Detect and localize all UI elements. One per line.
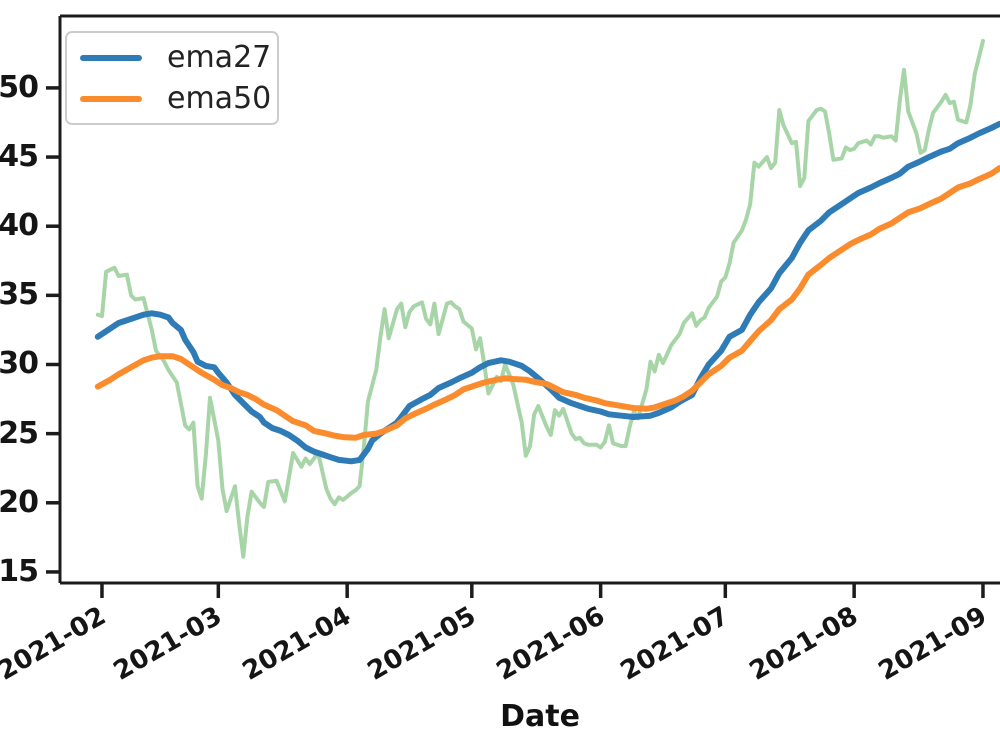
legend-line-ema50 xyxy=(80,95,142,102)
series-line-ema50 xyxy=(94,165,1000,441)
series-line-ema27 xyxy=(94,120,1000,465)
legend-label-ema50: ema50 xyxy=(167,80,272,116)
legend-item-ema27: ema27 xyxy=(80,39,277,75)
series-line-price xyxy=(95,38,985,559)
legend-box: ema27 ema50 xyxy=(65,31,279,125)
x-axis-title: Date xyxy=(500,699,580,734)
legend-item-ema50: ema50 xyxy=(80,80,277,116)
legend-label-ema27: ema27 xyxy=(167,39,272,75)
legend-line-ema27 xyxy=(80,54,142,61)
